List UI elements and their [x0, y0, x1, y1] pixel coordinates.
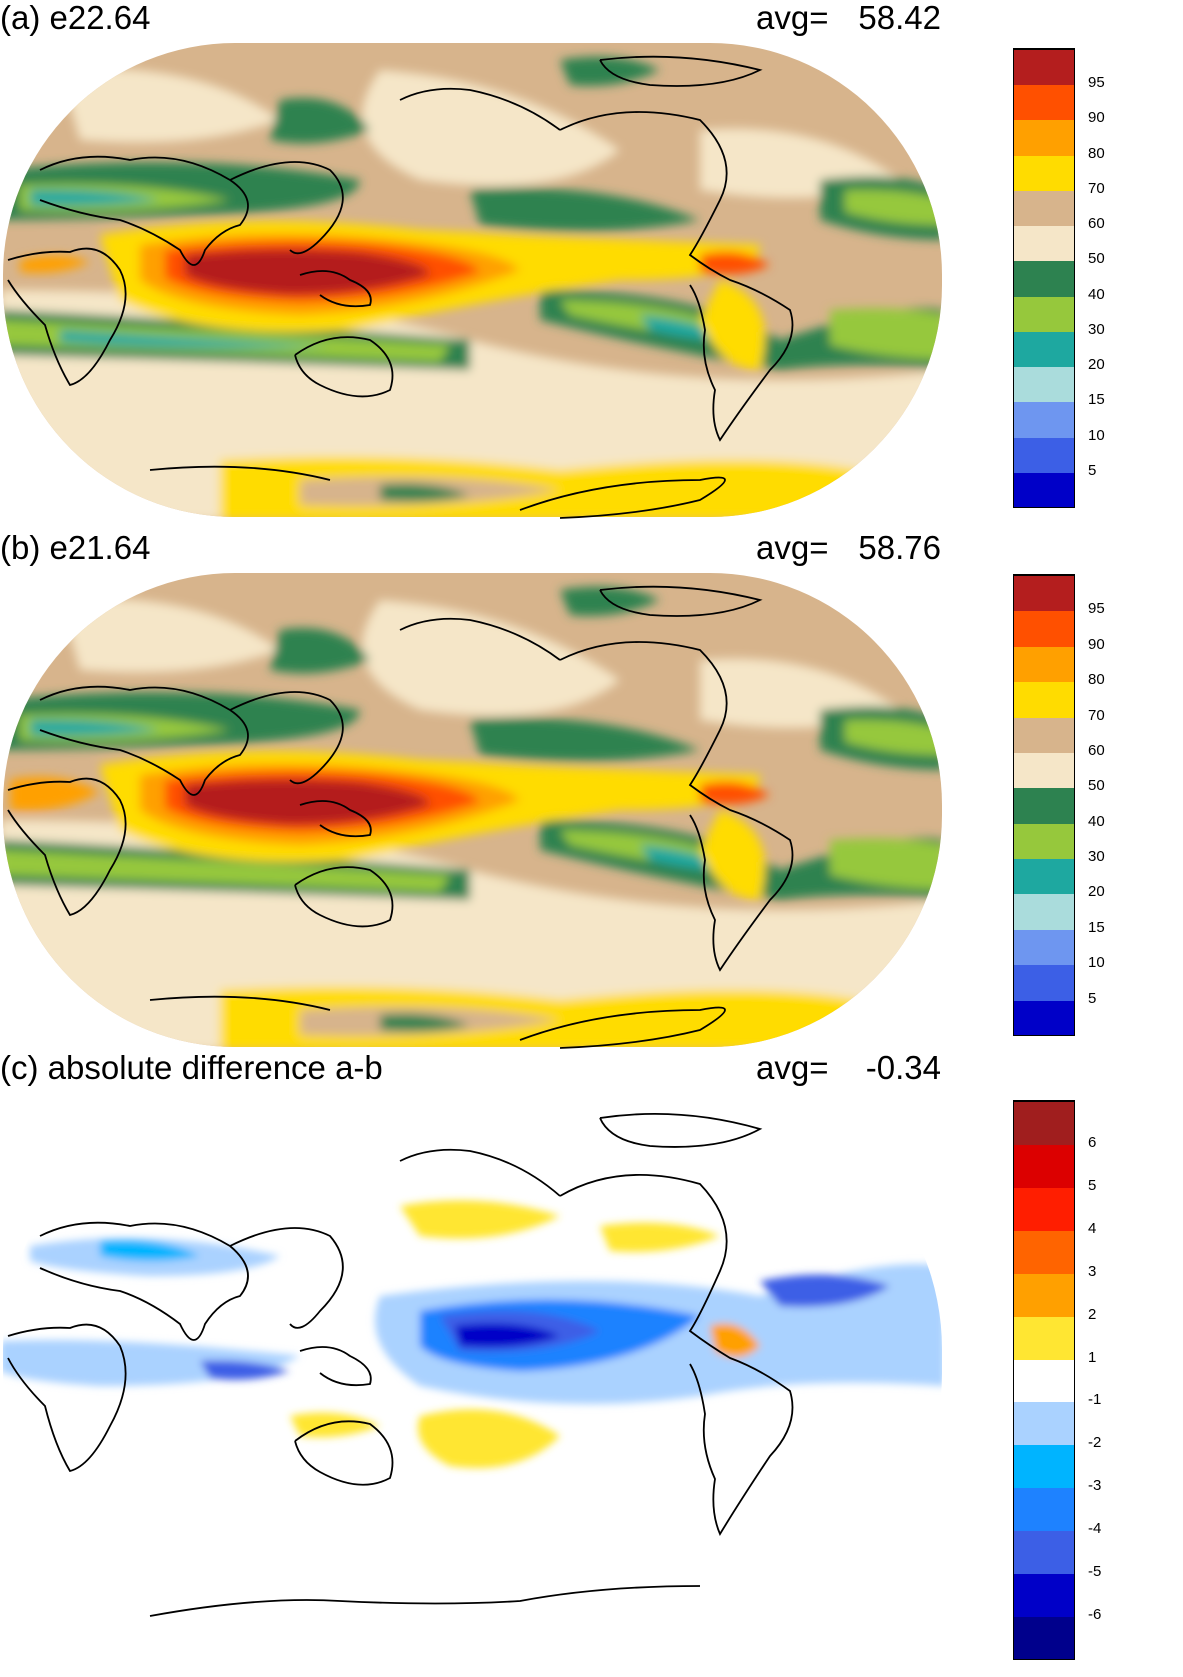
colorbar-segment	[1014, 471, 1074, 507]
colorbar-segment	[1014, 295, 1074, 332]
colorbar-tick-label: 10	[1088, 426, 1105, 444]
colorbar-tick-label: 50	[1088, 250, 1105, 268]
colorbar-segment	[1014, 154, 1074, 191]
colorbar-segment	[1014, 575, 1074, 612]
colorbar-tick-label: 70	[1088, 706, 1105, 724]
colorbar-tick-label: 10	[1088, 954, 1105, 972]
colorbar-tick-label: 20	[1088, 356, 1105, 374]
colorbar-segment	[1014, 1315, 1074, 1360]
colorbar	[1013, 48, 1075, 508]
colorbar-tick-label: 90	[1088, 635, 1105, 653]
colorbar-segment	[1014, 1530, 1074, 1575]
colorbar-segment	[1014, 84, 1074, 121]
colorbar-segment	[1014, 716, 1074, 753]
colorbar-segment	[1014, 858, 1074, 895]
map-field	[0, 40, 945, 520]
colorbar-tick-label: 95	[1088, 600, 1105, 618]
colorbar-tick-label: 80	[1088, 144, 1105, 162]
average-value: 58.76	[858, 529, 941, 566]
colorbar-tick-label: 40	[1088, 812, 1105, 830]
colorbar-segment	[1014, 1487, 1074, 1532]
colorbar-segment	[1014, 225, 1074, 262]
colorbar-tick-label: 5	[1088, 1176, 1097, 1194]
colorbar-tick-label: -1	[1088, 1391, 1102, 1409]
colorbar-tick-label: 95	[1088, 74, 1105, 92]
colorbar-tick-label: -5	[1088, 1563, 1102, 1581]
colorbar-segment	[1014, 436, 1074, 473]
panel-title: (b) e21.64	[0, 529, 151, 566]
colorbar-segment	[1014, 645, 1074, 683]
colorbar-segment	[1014, 401, 1074, 438]
colorbar-tick-label: -3	[1088, 1477, 1102, 1495]
colorbar	[1013, 1100, 1075, 1660]
colorbar-tick-label: -4	[1088, 1520, 1102, 1538]
colorbar-segment	[1014, 964, 1074, 1001]
colorbar-segment	[1014, 928, 1074, 966]
colorbar-segment	[1014, 1143, 1074, 1188]
colorbar-segment	[1014, 1573, 1074, 1618]
colorbar-segment	[1014, 751, 1074, 789]
colorbar-tick-label: 80	[1088, 671, 1105, 689]
panel-title: (a) e22.64	[0, 0, 151, 36]
colorbar-tick-label: 50	[1088, 777, 1105, 795]
colorbar-segment	[1014, 49, 1074, 86]
colorbar-segment	[1014, 330, 1074, 368]
colorbar-tick-label: 1	[1088, 1348, 1097, 1366]
colorbar-segment	[1014, 366, 1074, 403]
colorbar-tick-label: 15	[1088, 918, 1105, 936]
colorbar-segment	[1014, 260, 1074, 297]
colorbar-tick-label: 4	[1088, 1219, 1097, 1237]
colorbar-segment	[1014, 999, 1074, 1035]
panel-c: (c) absolute difference a-b avg= -0.34	[0, 1050, 1183, 1677]
colorbar-segment	[1014, 893, 1074, 930]
colorbar-tick-label: -2	[1088, 1434, 1102, 1452]
average-label: avg=	[756, 0, 829, 36]
colorbar-tick-label: 6	[1088, 1133, 1097, 1151]
colorbar-segment	[1014, 1101, 1074, 1145]
colorbar-tick-label: 60	[1088, 741, 1105, 759]
colorbar-segment	[1014, 610, 1074, 647]
panel-b: (b) e21.64 avg= 58.76	[0, 530, 1183, 1050]
colorbar-segment	[1014, 1444, 1074, 1489]
colorbar-segment	[1014, 1358, 1074, 1403]
colorbar-segment	[1014, 787, 1074, 824]
colorbar-tick-label: 5	[1088, 989, 1097, 1007]
colorbar-segment	[1014, 1229, 1074, 1274]
colorbar-tick-label: 3	[1088, 1262, 1097, 1280]
average-value: 58.42	[858, 0, 941, 36]
colorbar-tick-label: 20	[1088, 883, 1105, 901]
colorbar-segment	[1014, 681, 1074, 718]
colorbar-tick-label: 30	[1088, 848, 1105, 866]
colorbar-segment	[1014, 1186, 1074, 1231]
colorbar-segment	[1014, 1401, 1074, 1446]
colorbar-tick-label: 40	[1088, 285, 1105, 303]
colorbar-tick-label: 90	[1088, 109, 1105, 127]
colorbar-tick-label: 15	[1088, 391, 1105, 409]
panel-a: (a) e22.64 avg= 58.42	[0, 0, 1183, 520]
colorbar-segment	[1014, 189, 1074, 227]
colorbar-segment	[1014, 1616, 1074, 1659]
colorbar	[1013, 574, 1075, 1036]
colorbar-segment	[1014, 822, 1074, 860]
average-label: avg=	[756, 1049, 829, 1086]
panel-title: (c) absolute difference a-b	[0, 1049, 383, 1086]
average-label: avg=	[756, 529, 829, 566]
colorbar-tick-label: 5	[1088, 461, 1097, 479]
average-value: -0.34	[865, 1049, 941, 1086]
colorbar-tick-label: 70	[1088, 179, 1105, 197]
colorbar-segment	[1014, 119, 1074, 156]
map-field	[0, 570, 945, 1050]
colorbar-tick-label: 30	[1088, 320, 1105, 338]
map-field	[0, 1096, 945, 1626]
colorbar-tick-label: 60	[1088, 215, 1105, 233]
colorbar-tick-label: 2	[1088, 1305, 1097, 1323]
colorbar-tick-label: -6	[1088, 1606, 1102, 1624]
colorbar-segment	[1014, 1272, 1074, 1317]
